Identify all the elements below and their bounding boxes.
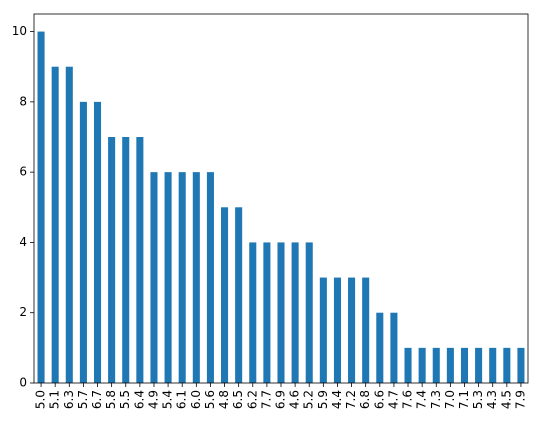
x-tick-label: 6.0	[189, 390, 203, 409]
x-tick-label: 5.2	[302, 390, 316, 409]
bar	[65, 66, 73, 383]
bar	[446, 347, 454, 383]
x-tick-label: 7.9	[513, 390, 527, 409]
bar	[319, 277, 327, 383]
x-tick-label: 6.3	[62, 390, 76, 409]
plot-frame	[33, 13, 529, 384]
x-tick-label: 5.9	[316, 390, 330, 409]
bar	[249, 242, 257, 383]
bar	[136, 137, 144, 383]
x-tick-label: 7.3	[429, 390, 443, 409]
bar	[37, 31, 45, 383]
bar	[277, 242, 285, 383]
bar	[192, 172, 200, 383]
x-tick-label: 7.0	[443, 390, 457, 409]
bar	[489, 347, 497, 383]
bar	[263, 242, 271, 383]
bar	[305, 242, 313, 383]
bar	[376, 312, 384, 383]
x-tick-label: 7.6	[401, 390, 415, 409]
bar	[178, 172, 186, 383]
bar	[221, 207, 229, 383]
x-tick-label: 4.9	[146, 390, 160, 409]
bar	[418, 347, 426, 383]
y-tick-label: 10	[12, 24, 27, 38]
bar	[122, 137, 130, 383]
bar	[291, 242, 299, 383]
bar	[79, 101, 87, 383]
bar	[517, 347, 525, 383]
x-tick-label: 5.8	[104, 390, 118, 409]
x-tick-label: 5.7	[76, 390, 90, 409]
bar	[404, 347, 412, 383]
x-tick-label: 6.6	[372, 390, 386, 409]
x-tick-label: 7.4	[415, 390, 429, 409]
bar	[333, 277, 341, 383]
bar	[108, 137, 116, 383]
x-tick-label: 6.9	[274, 390, 288, 409]
y-tick-label: 8	[19, 94, 27, 108]
bar	[503, 347, 511, 383]
bar	[348, 277, 356, 383]
bar	[150, 172, 158, 383]
y-tick-label: 0	[19, 376, 27, 390]
x-tick-label: 5.5	[118, 390, 132, 409]
x-tick-label: 5.4	[161, 390, 175, 409]
x-tick-label: 4.8	[217, 390, 231, 409]
bar	[51, 66, 59, 383]
y-tick-label: 2	[19, 305, 27, 319]
x-tick-label: 6.2	[245, 390, 259, 409]
x-tick-label: 5.0	[34, 390, 48, 409]
x-tick-label: 6.4	[132, 390, 146, 409]
x-tick-label: 6.8	[358, 390, 372, 409]
y-tick-label: 4	[19, 235, 27, 249]
x-tick-label: 4.5	[499, 390, 513, 409]
bar	[235, 207, 243, 383]
bar	[206, 172, 214, 383]
x-tick-label: 4.7	[386, 390, 400, 409]
x-tick-label: 6.7	[90, 390, 104, 409]
bar	[390, 312, 398, 383]
x-tick-label: 4.4	[330, 390, 344, 409]
bar	[93, 101, 102, 383]
x-tick-label: 5.6	[203, 390, 217, 409]
bar	[362, 277, 370, 383]
x-tick-label: 4.3	[485, 390, 499, 409]
x-tick-label: 4.6	[288, 390, 302, 409]
x-tick-label: 5.3	[471, 390, 485, 409]
bar	[475, 347, 483, 383]
x-tick-label: 5.1	[48, 390, 62, 409]
x-tick-label: 7.1	[457, 390, 471, 409]
bar	[164, 172, 172, 383]
bar	[432, 347, 440, 383]
x-tick-label: 6.1	[175, 390, 189, 409]
x-tick-label: 7.7	[259, 390, 273, 409]
x-tick-label: 6.5	[231, 390, 245, 409]
y-tick-label: 6	[19, 165, 27, 179]
x-tick-label: 7.2	[344, 390, 358, 409]
bar	[460, 347, 469, 383]
